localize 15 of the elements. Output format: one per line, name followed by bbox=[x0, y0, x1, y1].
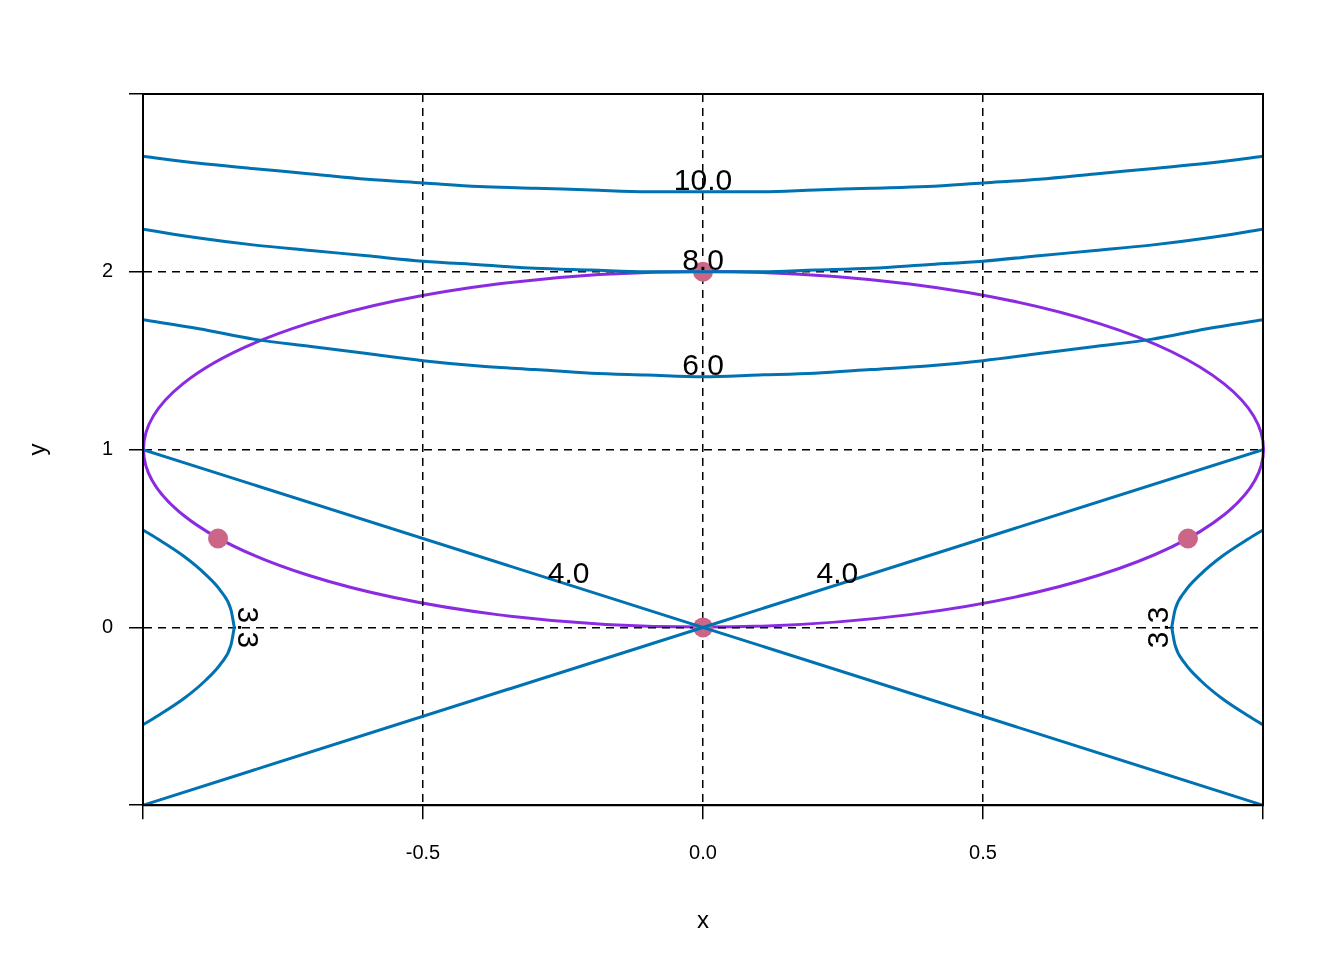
x-tick-label: 0.0 bbox=[689, 840, 717, 863]
y-axis-title: y bbox=[23, 443, 51, 456]
annotation: 4.0 bbox=[816, 555, 859, 589]
annotation: 10.0 bbox=[673, 163, 733, 197]
y-tick-label: 2 bbox=[101, 259, 113, 282]
annotation: 6.0 bbox=[682, 347, 724, 381]
annotation: 3.3 bbox=[1140, 606, 1174, 649]
annotation: 4.0 bbox=[547, 555, 590, 589]
x-axis-title: x bbox=[697, 906, 709, 934]
y-tick-label: 1 bbox=[101, 437, 113, 460]
x-tick-label: -0.5 bbox=[405, 840, 441, 863]
annotation: 3.3 bbox=[232, 606, 266, 649]
y-tick-label: 0 bbox=[101, 614, 113, 637]
annotation: 8.0 bbox=[682, 243, 724, 277]
x-tick-label: 0.5 bbox=[969, 840, 997, 863]
